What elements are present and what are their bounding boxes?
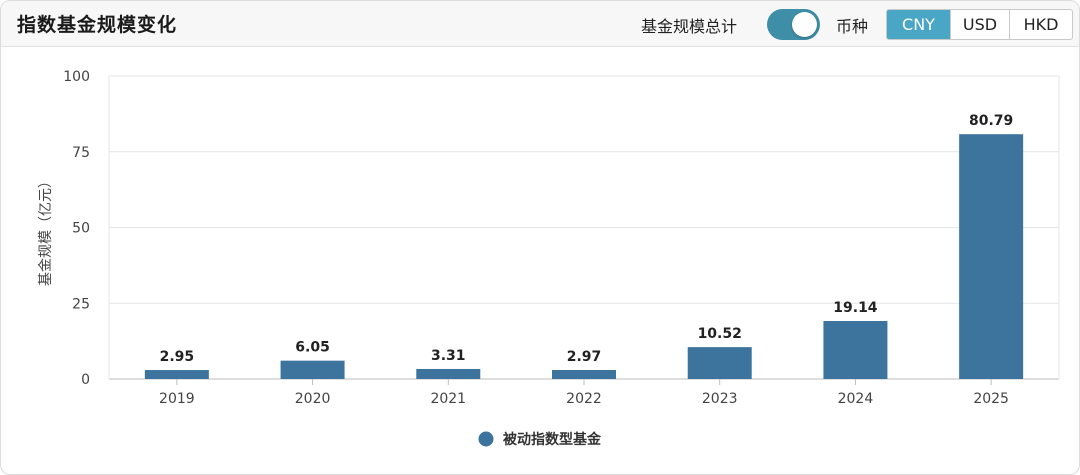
x-tick-label: 2024 (838, 391, 874, 407)
data-label: 10.52 (698, 326, 742, 342)
bar[interactable] (552, 370, 616, 379)
x-tick-label: 2019 (159, 391, 195, 407)
data-labels: 2.95 6.05 3.31 2.97 10.52 19.14 80.79 (160, 113, 1014, 365)
total-toggle-switch[interactable] (767, 9, 820, 40)
bar[interactable] (280, 360, 345, 379)
bar[interactable] (416, 368, 481, 379)
chart-title: 指数基金规模变化 (17, 14, 178, 36)
x-tick-label: 2023 (702, 391, 738, 407)
currency-button-usd[interactable]: USD (950, 10, 1009, 39)
data-label: 19.14 (833, 300, 878, 316)
currency-label: 币种 (836, 17, 869, 36)
toggle-knob[interactable] (792, 12, 817, 37)
bar[interactable] (823, 321, 888, 379)
x-tick-label: 2020 (295, 391, 331, 407)
bar[interactable] (687, 347, 752, 379)
y-tick-label: 100 (63, 69, 90, 85)
data-label: 6.05 (295, 340, 330, 356)
data-label: 3.31 (431, 348, 466, 364)
currency-button-hkd[interactable]: HKD (1009, 10, 1072, 39)
x-tick-label: 2021 (430, 391, 466, 407)
y-tick-label: 0 (81, 372, 90, 388)
y-tick-label: 25 (72, 296, 90, 312)
y-axis-label: 基金规模（亿元） (37, 174, 54, 286)
bar[interactable] (144, 370, 209, 379)
x-tick-labels: 2019 2020 2021 2022 2023 2024 2025 (159, 379, 1009, 407)
currency-selector: CNY USD HKD (886, 9, 1073, 40)
bars (144, 134, 1024, 379)
x-tick-label: 2022 (566, 391, 602, 407)
data-label: 2.95 (160, 349, 195, 365)
total-toggle-label: 基金规模总计 (641, 17, 738, 36)
bar[interactable] (959, 134, 1024, 379)
y-tick-labels: 0 25 50 75 100 (63, 69, 90, 388)
legend-label: 被动指数型基金 (503, 431, 602, 448)
data-label: 2.97 (567, 349, 602, 365)
data-label: 80.79 (969, 113, 1013, 129)
card-header: 指数基金规模变化 基金规模总计 币种 CNY USD HKD (1, 1, 1079, 47)
grid-lines (108, 75, 1060, 380)
legend-marker (478, 431, 494, 447)
x-tick-label: 2025 (973, 391, 1009, 407)
y-tick-label: 50 (72, 221, 90, 237)
currency-button-cny[interactable]: CNY (887, 10, 950, 39)
y-tick-label: 75 (72, 145, 90, 161)
